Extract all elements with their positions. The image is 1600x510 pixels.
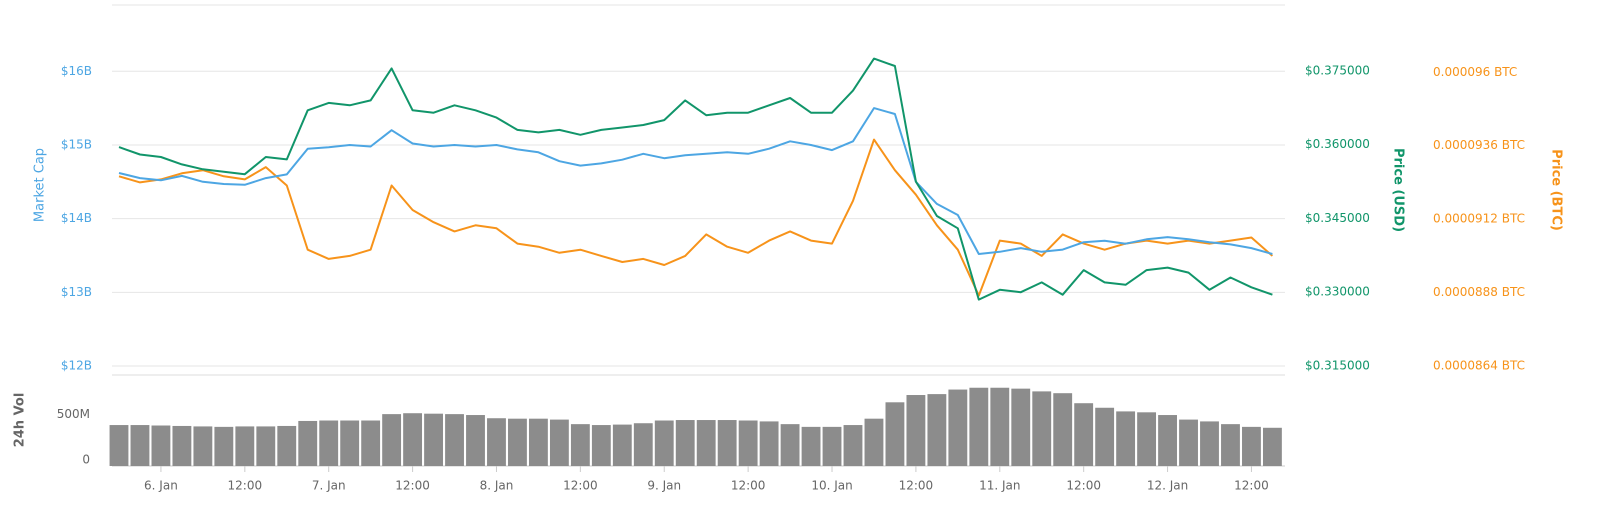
y3-tick-label: 0.0000888 BTC xyxy=(1433,285,1525,299)
volume-bar xyxy=(340,420,360,466)
volume-bar xyxy=(528,418,548,466)
volume-bar xyxy=(466,415,485,466)
volume-bar xyxy=(549,419,569,466)
volume-bar xyxy=(843,425,863,466)
volume-bar xyxy=(445,414,464,466)
volume-bar xyxy=(1179,419,1198,466)
x-tick-label: 12:00 xyxy=(899,479,934,493)
volume-bar xyxy=(319,420,339,466)
y3-axis-title: Price (BTC) xyxy=(1549,149,1564,231)
y-axis-title: Market Cap xyxy=(33,148,48,222)
volume-bar xyxy=(403,413,423,466)
y2-tick-label: $0.330000 xyxy=(1305,285,1370,299)
volume-bar xyxy=(717,420,737,466)
volume-bar xyxy=(172,425,192,466)
x-tick-label: 12:00 xyxy=(563,479,598,493)
volume-bar xyxy=(969,387,989,466)
y2-tick-label: $0.375000 xyxy=(1305,63,1370,77)
volume-bar xyxy=(193,426,213,466)
y2-axis-title: Price (USD) xyxy=(1391,148,1406,232)
volume-bar xyxy=(298,420,318,466)
y2-tick-label: $0.360000 xyxy=(1305,137,1370,151)
volume-bar xyxy=(633,423,653,466)
volume-bar xyxy=(906,395,926,466)
y3-tick-label: 0.000096 BTC xyxy=(1433,65,1517,79)
volume-bar xyxy=(235,426,255,466)
volume-bar xyxy=(256,426,276,466)
volume-bar xyxy=(1137,412,1157,466)
volume-bar xyxy=(948,389,968,466)
volume-bar xyxy=(1095,407,1115,466)
x-tick-label: 12:00 xyxy=(731,479,766,493)
volume-bar xyxy=(885,402,905,466)
y-tick-label: $14B xyxy=(61,211,92,225)
y-tick-label: $15B xyxy=(61,137,92,151)
volume-bar xyxy=(487,418,506,466)
volume-axis-title: 24h Vol xyxy=(13,393,28,448)
x-tick-label: 12. Jan xyxy=(1147,479,1188,493)
volume-bar xyxy=(214,426,234,466)
volume-bar xyxy=(1158,415,1177,466)
x-tick-label: 8. Jan xyxy=(480,479,514,493)
volume-tick-label: 0 xyxy=(82,453,90,467)
volume-bar xyxy=(382,414,402,466)
x-tick-label: 9. Jan xyxy=(647,479,681,493)
volume-tick-label: 500M xyxy=(57,407,90,421)
volume-bar xyxy=(675,420,695,466)
volume-bar xyxy=(361,420,381,466)
volume-bar xyxy=(738,420,758,466)
volume-bar xyxy=(822,426,842,466)
y3-tick-label: 0.0000912 BTC xyxy=(1433,212,1525,226)
volume-bar xyxy=(1221,424,1240,466)
volume-bar xyxy=(696,420,716,466)
x-tick-label: 10. Jan xyxy=(811,479,852,493)
volume-bar xyxy=(424,413,443,466)
volume-bar xyxy=(759,421,779,466)
x-tick-label: 11. Jan xyxy=(979,479,1020,493)
volume-bar xyxy=(1011,388,1031,466)
volume-bar xyxy=(570,424,590,466)
y-tick-label: $12B xyxy=(61,359,92,373)
volume-bar xyxy=(864,418,884,466)
volume-bar xyxy=(1262,427,1282,466)
volume-bar xyxy=(780,424,800,466)
x-tick-label: 6. Jan xyxy=(144,479,178,493)
volume-bar xyxy=(277,425,297,466)
y2-tick-label: $0.315000 xyxy=(1305,359,1370,373)
y-tick-label: $16B xyxy=(61,64,92,78)
volume-bar xyxy=(612,424,632,466)
line-series xyxy=(118,138,1274,297)
volume-bar xyxy=(109,425,129,466)
volume-bar xyxy=(801,426,821,466)
volume-bar xyxy=(1242,426,1261,466)
y2-tick-label: $0.345000 xyxy=(1305,211,1370,225)
line-series xyxy=(118,107,1273,255)
y3-tick-label: 0.0000936 BTC xyxy=(1433,138,1525,152)
x-tick-label: 12:00 xyxy=(1234,479,1269,493)
volume-bar xyxy=(1053,393,1073,466)
volume-bar xyxy=(654,420,674,466)
y-tick-label: $13B xyxy=(61,285,92,299)
volume-bar xyxy=(130,425,150,466)
x-tick-label: 12:00 xyxy=(1066,479,1101,493)
volume-bar xyxy=(508,418,527,466)
x-tick-label: 12:00 xyxy=(228,479,263,493)
x-tick-label: 7. Jan xyxy=(312,479,346,493)
volume-bar xyxy=(1116,411,1136,466)
volume-bar xyxy=(1074,403,1094,466)
y3-tick-label: 0.0000864 BTC xyxy=(1433,359,1525,373)
volume-bar xyxy=(927,394,947,466)
volume-bar xyxy=(591,425,611,466)
volume-bar xyxy=(151,425,171,466)
volume-bar xyxy=(990,387,1010,466)
volume-bar xyxy=(1032,391,1052,466)
volume-bar xyxy=(1200,421,1219,466)
x-tick-label: 12:00 xyxy=(395,479,430,493)
line-series xyxy=(118,57,1273,301)
